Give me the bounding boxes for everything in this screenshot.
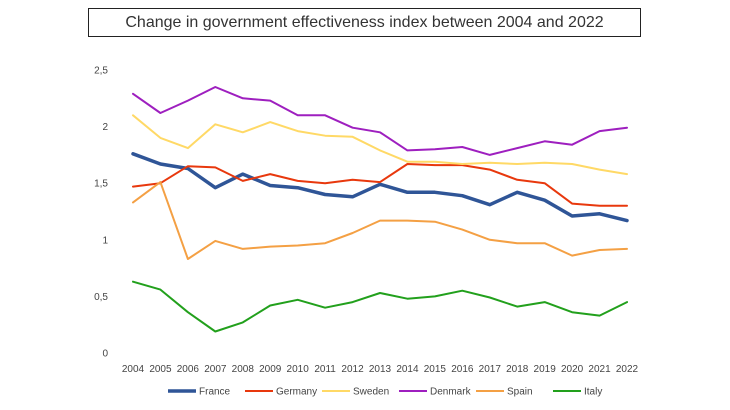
series-line-sweden bbox=[132, 114, 628, 176]
x-tick-label: 2005 bbox=[149, 364, 172, 375]
legend-label-denmark: Denmark bbox=[430, 387, 472, 398]
x-tick-label: 2009 bbox=[259, 364, 282, 375]
x-tick-label: 2008 bbox=[232, 364, 255, 375]
legend-label-italy: Italy bbox=[584, 387, 602, 398]
y-tick-label: 1 bbox=[102, 235, 108, 246]
legend-label-france: France bbox=[199, 387, 231, 398]
y-axis: 0 0,5 1 1,5 2 2,5 bbox=[94, 66, 108, 360]
x-tick-label: 2016 bbox=[451, 364, 474, 375]
chart-title: Change in government effectiveness index… bbox=[88, 8, 641, 37]
x-tick-label: 2014 bbox=[396, 364, 419, 375]
y-tick-label: 2,5 bbox=[94, 66, 108, 77]
y-tick-label: 1,5 bbox=[94, 179, 108, 190]
x-axis: 2004 2005 2006 2007 2008 2009 2010 2011 2012 2013… bbox=[122, 364, 639, 375]
x-tick-label: 2011 bbox=[314, 364, 336, 375]
x-tick-label: 2012 bbox=[341, 364, 364, 375]
y-tick-label: 0 bbox=[102, 349, 108, 360]
series-line-france bbox=[131, 152, 629, 223]
x-tick-label: 2022 bbox=[616, 364, 639, 375]
x-tick-label: 2017 bbox=[479, 364, 502, 375]
x-tick-label: 2007 bbox=[204, 364, 227, 375]
x-tick-label: 2018 bbox=[506, 364, 529, 375]
series-line-denmark bbox=[132, 86, 628, 156]
x-tick-label: 2004 bbox=[122, 364, 145, 375]
y-tick-label: 0,5 bbox=[94, 292, 108, 303]
legend-label-germany: Germany bbox=[276, 387, 317, 398]
x-tick-label: 2006 bbox=[177, 364, 200, 375]
series-line-spain bbox=[132, 181, 628, 260]
y-tick-label: 2 bbox=[102, 122, 108, 133]
legend-label-sweden: Sweden bbox=[353, 387, 389, 398]
legend: France Germany Sweden Denmark Spain Italy bbox=[168, 387, 602, 398]
x-tick-label: 2015 bbox=[424, 364, 447, 375]
series-lines bbox=[131, 86, 629, 333]
x-tick-label: 2019 bbox=[534, 364, 557, 375]
x-tick-label: 2020 bbox=[561, 364, 584, 375]
x-tick-label: 2013 bbox=[369, 364, 392, 375]
x-tick-label: 2010 bbox=[287, 364, 310, 375]
series-line-germany bbox=[132, 163, 628, 207]
x-tick-label: 2021 bbox=[588, 364, 611, 375]
series-line-italy bbox=[132, 280, 628, 333]
legend-label-spain: Spain bbox=[507, 387, 533, 398]
